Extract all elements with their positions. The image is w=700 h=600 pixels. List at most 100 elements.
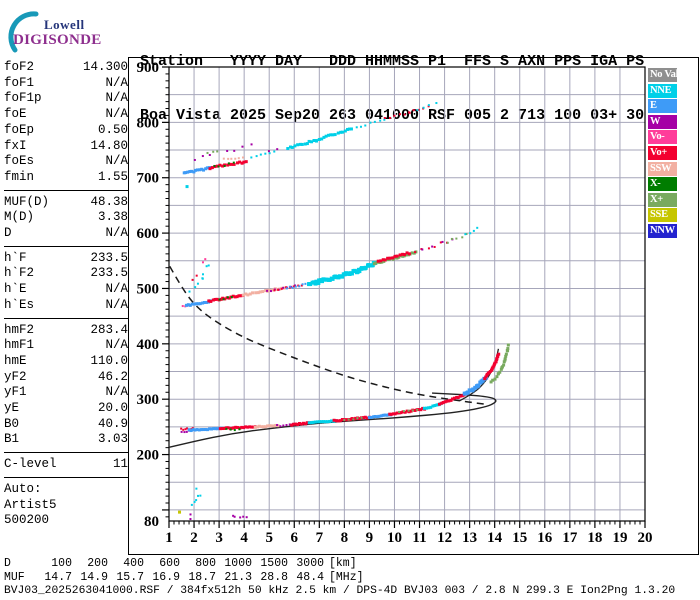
param-label: hmF1 xyxy=(4,338,35,353)
svg-text:18: 18 xyxy=(587,530,602,546)
param-label: hmE xyxy=(4,353,27,368)
param-group: h`F 233.5 h`F2 233.5 h`E N/A h`Es N/A xyxy=(4,251,128,319)
param-row: yF2 46.2 xyxy=(4,370,128,386)
status-color-legend: No Val NNE E W Vo- Vo+ SSW X- X+ SSE NNW xyxy=(648,68,678,240)
param-row: D N/A xyxy=(4,226,128,242)
param-row: hmF2 283.4 xyxy=(4,323,128,339)
param-value: 0.50 xyxy=(97,122,128,137)
param-row: hmF1 N/A xyxy=(4,338,128,354)
param-row: B1 3.03 xyxy=(4,432,128,448)
param-label: B0 xyxy=(4,416,20,431)
param-row: foF1p N/A xyxy=(4,91,128,107)
svg-text:15: 15 xyxy=(512,530,527,546)
svg-text:300: 300 xyxy=(137,392,160,408)
svg-text:13: 13 xyxy=(462,530,477,546)
header-values-line: Boa Vista 2025 Sep20 263 041000 RSF 005 … xyxy=(140,107,645,124)
legend-item-x-: X- xyxy=(648,177,677,192)
logo-arc-icon xyxy=(8,11,39,53)
param-label: foEp xyxy=(4,122,35,137)
svg-text:200: 200 xyxy=(137,448,160,464)
row-value: 28.8 xyxy=(260,571,288,584)
param-value: N/A xyxy=(105,282,128,297)
range-muf-row: MUF 14.7 14.9 15.7 16.9 18.7 21.3 28.8 48.4 [MHz] xyxy=(4,571,364,585)
param-value: N/A xyxy=(105,154,128,169)
param-group: C-level 11 xyxy=(4,457,128,478)
param-group: hmF2 283.4 hmF1 N/A hmE 110.0 yF2 46.2 yF1 N/A yE 2… xyxy=(4,323,128,454)
row-unit: [MHz] xyxy=(329,571,364,584)
param-value: N/A xyxy=(105,91,128,106)
svg-text:600: 600 xyxy=(137,226,160,242)
param-footer-line: Artist5 xyxy=(4,497,57,512)
svg-text:900: 900 xyxy=(137,60,160,76)
row-value: 14.7 xyxy=(44,571,72,584)
row-value: 15.7 xyxy=(116,571,144,584)
legend-item-noval: No Val xyxy=(648,68,677,82)
legend-item-vo-: Vo- xyxy=(648,130,677,145)
param-row: B0 40.9 xyxy=(4,417,128,433)
param-footer-line: 500200 xyxy=(4,513,50,528)
svg-text:8: 8 xyxy=(341,530,349,546)
param-value: 14.80 xyxy=(90,138,128,153)
param-row: fmin 1.55 xyxy=(4,170,128,186)
legend-item-e: E xyxy=(648,99,677,114)
param-label: h`E xyxy=(4,282,27,297)
param-row: foEs N/A xyxy=(4,154,128,170)
param-row: yE 20.0 xyxy=(4,401,128,417)
param-row: C-level 11 xyxy=(4,457,128,473)
row-value: 16.9 xyxy=(152,571,180,584)
param-value: N/A xyxy=(105,75,128,90)
range-muf-row: D 100 200 400 600 800 1000 1500 3000 [km] xyxy=(4,557,364,571)
param-value: 48.38 xyxy=(90,194,128,209)
row-value: 1000 xyxy=(224,557,252,570)
svg-text:3: 3 xyxy=(215,530,223,546)
param-value: 110.0 xyxy=(90,353,128,368)
svg-text:6: 6 xyxy=(291,530,299,546)
param-value: 40.9 xyxy=(97,416,128,431)
lowell-digisonde-logo: Lowell DIGISONDE xyxy=(6,6,136,54)
row-value: 1500 xyxy=(260,557,288,570)
legend-item-w: W xyxy=(648,114,677,129)
param-label: C-level xyxy=(4,457,57,472)
legend-item-x+: X+ xyxy=(648,192,677,207)
ionogram-plot: 1 2 3 4 5 6 7 8 9 10 11 12 13 14 15 16 17 18 19 20900800700… xyxy=(137,60,653,546)
row-value: 3000 xyxy=(296,557,324,570)
row-label: D xyxy=(4,557,11,570)
param-value: 11 xyxy=(112,457,128,472)
param-row: MUF(D) 48.38 xyxy=(4,195,128,211)
param-footer: Auto: Artist5 500200 xyxy=(4,482,128,533)
row-unit: [km] xyxy=(329,557,357,570)
row-value: 800 xyxy=(195,557,216,570)
param-label: foF1 xyxy=(4,75,35,90)
file-info-line: BVJ03_2025263041000.RSF / 384fx512h 50 k… xyxy=(4,585,676,597)
legend-item-ssw: SSW xyxy=(648,161,677,176)
param-value: 233.5 xyxy=(90,266,128,281)
param-row: h`E N/A xyxy=(4,282,128,298)
param-label: h`Es xyxy=(4,297,35,312)
svg-text:10: 10 xyxy=(387,530,402,546)
legend-item-nne: NNE xyxy=(648,83,677,98)
param-value: 283.4 xyxy=(90,322,128,337)
legend-item-vo+: Vo+ xyxy=(648,145,677,160)
param-footer-line: Auto: xyxy=(4,481,42,496)
plot-frame xyxy=(128,57,699,555)
param-row: h`Es N/A xyxy=(4,298,128,314)
svg-text:700: 700 xyxy=(137,171,160,187)
param-label: yF2 xyxy=(4,369,27,384)
param-row: foE N/A xyxy=(4,107,128,123)
svg-text:16: 16 xyxy=(537,530,553,546)
svg-text:12: 12 xyxy=(437,530,452,546)
param-label: B1 xyxy=(4,432,20,447)
svg-text:19: 19 xyxy=(612,530,627,546)
param-row: h`F 233.5 xyxy=(4,251,128,267)
param-label: M(D) xyxy=(4,210,35,225)
param-row: h`F2 233.5 xyxy=(4,266,128,282)
param-label: yF1 xyxy=(4,385,27,400)
row-value: 400 xyxy=(123,557,144,570)
param-value: 14.300 xyxy=(82,60,128,74)
param-value: 20.0 xyxy=(97,401,128,416)
param-label: fmin xyxy=(4,169,35,184)
param-value: 46.2 xyxy=(97,369,128,384)
param-label: D xyxy=(4,226,12,241)
param-value: N/A xyxy=(105,107,128,122)
